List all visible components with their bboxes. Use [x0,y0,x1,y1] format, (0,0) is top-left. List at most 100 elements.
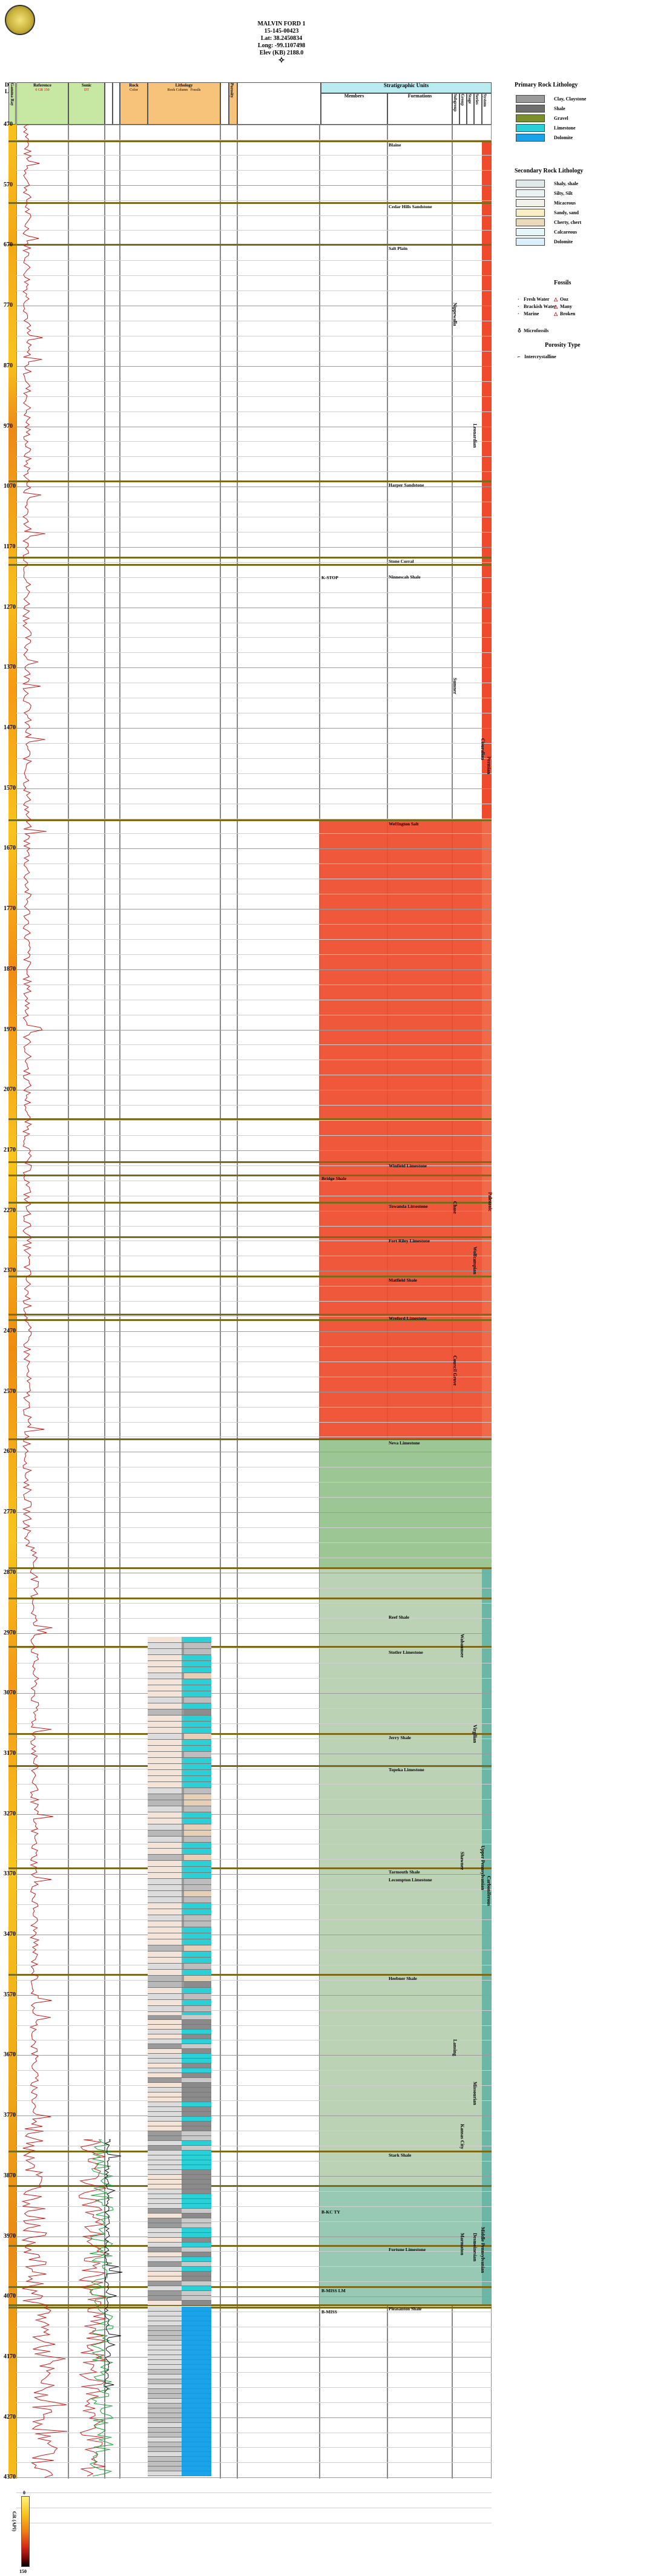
rock-color-bed [148,2286,182,2291]
rock-column-bed [182,2301,211,2306]
blank-header [237,82,321,125]
rock-color-bed [148,2126,182,2131]
rock-column-edge [182,1830,184,1837]
rock-color-bed [148,2413,182,2418]
rock-color-bed [148,1667,182,1673]
rock-color-bed [148,1722,182,1728]
rock-column-edge [182,1691,184,1697]
formation-marker-line [8,1118,492,1120]
rock-column-bed [182,2243,211,2247]
depth-label: 970 [4,422,13,430]
formation-label: Ninnescah Shale [389,574,421,580]
rock-column-bed [182,2054,211,2059]
gridline [16,2025,492,2026]
legend-label: Shale [554,106,565,111]
formation-label: Pleasanton Shale [389,2306,422,2312]
rock-color-bed [148,1655,182,1661]
gridline [16,441,492,442]
rock-color-bed [148,1643,182,1649]
fossil-icon: · [518,297,519,302]
depth-label: 2570 [4,1388,16,1395]
depth-label: 3370 [4,1870,16,1878]
rock-column-bed [182,2437,211,2442]
depth-label: 3270 [4,1810,16,1817]
gridline [16,2100,492,2102]
fossil-label: Marine [524,311,539,316]
formation-label: Cedar Hills Sandstone [389,204,432,209]
formations-header: Formations [387,93,452,125]
lithology-header: Lithology Rock Column Fossils [148,82,220,125]
rock-column-bed [184,1952,211,1958]
gridline [16,290,492,292]
rock-color-bed [148,2034,182,2039]
depth-label: 3470 [4,1931,16,1938]
rock-column-bed [182,2394,211,2399]
formation-label: Tarmouth Shale [389,1869,420,1875]
gridline [16,758,492,759]
rock-color-bed [148,2049,182,2054]
rock-column-bed [184,1939,211,1945]
gridline [16,637,492,638]
rock-column-bed [182,2355,211,2360]
rock-column-bed [184,2006,211,2012]
rock-color-bed [148,1933,182,1939]
rock-column-edge [182,1782,184,1788]
gridline [16,260,492,261]
rock-color-bed [148,1939,182,1945]
group-label: Kansas City [459,2124,465,2149]
depth-label: 3170 [4,1749,16,1757]
rock-column-bed [182,2146,211,2151]
rock-column-edge [182,1939,184,1945]
stage-label: Wolfcampian [472,1247,478,1274]
gridline [16,2070,492,2071]
rock-column-edge [182,1703,184,1709]
rock-color-bed [148,2433,182,2437]
colorbar-title: GR (API) [12,2511,17,2532]
rock-color-bed [148,2370,182,2374]
rock-color-bed [148,2112,182,2117]
rock-color-bed [148,1824,182,1830]
rock-color-bed [148,2204,182,2209]
rock-column-bed [184,1752,211,1758]
rock-color-bed [148,2331,182,2336]
rock-column-bed [182,2307,211,2312]
rock-color-bed [148,1691,182,1697]
rock-color-bed [148,2365,182,2370]
formation-label: Wellington Salt [389,821,419,827]
rock-color-bed [148,2189,182,2194]
rock-column-bed [184,1709,211,1716]
formation-marker-line [8,557,492,559]
formation-label: Stotler Limestone [389,1650,423,1655]
gridline [16,2175,492,2177]
rock-column-edge [182,1915,184,1921]
rock-column-bed [184,1673,211,1679]
rock-color-bed [148,2228,182,2233]
gridline [16,169,492,171]
formation-label: Heebner Shale [389,1976,417,1981]
rock-color-bed [148,2247,182,2252]
rock-column-bed [182,2141,211,2146]
rock-color-bed [148,2151,182,2155]
stage-label: Desmoinesian [472,2233,478,2262]
rock-column-edge [182,1788,184,1794]
formation-marker-line [8,1202,492,1204]
gridline [16,1693,492,1694]
gamma-ray-header: Gamma Ray [8,82,16,125]
depth-label: 4070 [4,2293,16,2300]
formation-label: Lecompton Limestone [389,1877,432,1883]
rock-color-bed [148,2379,182,2384]
rock-color-bed [148,1891,182,1897]
rock-column-bed [182,2365,211,2370]
depth-label: 2170 [4,1146,16,1153]
fossil-icon: · [518,304,519,309]
rock-color-bed [148,2073,182,2078]
rock-column-bed [182,2175,211,2180]
rock-column-bed [184,1861,211,1867]
series-label: Cisuralian [480,738,486,761]
gridline [16,2266,492,2267]
rock-color-bed [148,2054,182,2059]
rock-column-edge [182,1740,184,1746]
formation-label: Stone Corral [389,559,414,564]
member-label: B-KC TY [321,2209,340,2215]
gridline [16,1708,492,1709]
